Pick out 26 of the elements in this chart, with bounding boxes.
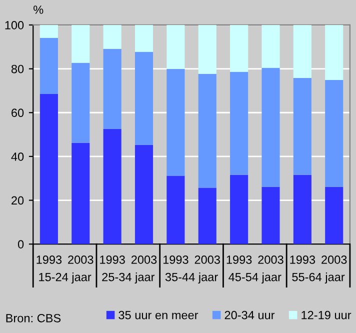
x-tick-label: 2003: [322, 256, 347, 264]
legend-label: 20-34 uur: [224, 310, 275, 320]
text: 25-34 jaar: [102, 272, 155, 284]
x-tick-label: 2003: [131, 256, 157, 264]
x-tick-label: 1993: [36, 256, 62, 264]
text: 45-54 jaar: [228, 272, 282, 284]
y-tick-label: 60: [12, 108, 24, 118]
y-axis-title: %: [34, 6, 44, 14]
y-tick-label: 20: [12, 196, 24, 205]
y-tick-label: 100: [5, 21, 24, 30]
x-tick-label: 2003: [258, 256, 284, 264]
x-tick-label: 2003: [68, 256, 94, 264]
x-tick-label: 1993: [226, 256, 252, 264]
x-tick-label: 1993: [100, 256, 125, 264]
text: 55-64 jaar: [292, 272, 345, 284]
y-tick-label: 0: [18, 240, 24, 248]
x-tick-label: 1993: [290, 256, 316, 264]
text: 15-24 jaar: [39, 272, 92, 284]
text: Bron: CBS: [6, 314, 61, 322]
legend-label: 35 uur en meer: [118, 310, 198, 320]
legend-label: 12-19 uur: [302, 310, 352, 320]
y-tick-label: 40: [11, 152, 24, 161]
x-tick-label: 1993: [163, 256, 188, 264]
text: 35-44 jaar: [165, 272, 218, 284]
x-tick-label: 2003: [194, 256, 220, 264]
y-tick-label: 80: [11, 64, 24, 74]
